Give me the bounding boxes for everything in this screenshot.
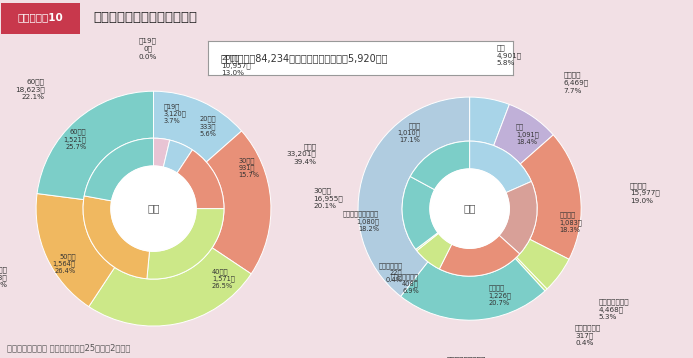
Wedge shape: [154, 91, 242, 162]
Wedge shape: [85, 138, 154, 201]
Text: 資料：文部科学省 放送大学（平成25年度第2学期）: 資料：文部科学省 放送大学（平成25年度第2学期）: [7, 344, 130, 353]
Text: 40歳代
1,571人
26.5%: 40歳代 1,571人 26.5%: [212, 268, 234, 289]
Text: 60歳～
1,521人
25.7%: 60歳～ 1,521人 25.7%: [64, 129, 87, 150]
Wedge shape: [520, 135, 581, 259]
Text: 公務員等
6,469人
7.7%: 公務員等 6,469人 7.7%: [563, 72, 589, 93]
Wedge shape: [154, 138, 170, 167]
FancyBboxPatch shape: [1, 3, 80, 34]
Text: 会社員等
15,977人
19.0%: 会社員等 15,977人 19.0%: [630, 182, 660, 204]
Wedge shape: [493, 105, 553, 164]
Text: ～19歳
0人
0.0%: ～19歳 0人 0.0%: [139, 38, 157, 59]
Text: 50歳代
1,564人
26.4%: 50歳代 1,564人 26.4%: [53, 253, 76, 274]
Text: 外側：大学（84,234人）　内側：大学院（5,920人）: 外側：大学（84,234人） 内側：大学院（5,920人）: [220, 53, 387, 63]
Text: 自営業・自由業
4,468人
5.3%: 自営業・自由業 4,468人 5.3%: [599, 299, 629, 320]
Text: その他
33,201人
39.4%: その他 33,201人 39.4%: [287, 143, 317, 165]
Wedge shape: [358, 97, 470, 296]
Wedge shape: [470, 141, 532, 193]
Wedge shape: [89, 248, 251, 326]
Wedge shape: [416, 233, 452, 269]
Wedge shape: [439, 235, 520, 276]
Wedge shape: [515, 257, 547, 291]
Text: その他
1,010人
17.1%: その他 1,010人 17.1%: [397, 122, 420, 143]
Wedge shape: [36, 194, 114, 306]
Text: 50歳代
14,383人
17.1%: 50歳代 14,383人 17.1%: [0, 267, 7, 288]
Text: 20歳代
10,957人
13.0%: 20歳代 10,957人 13.0%: [222, 54, 252, 76]
Text: ～19歳
3,120人
3.7%: ～19歳 3,120人 3.7%: [164, 103, 186, 125]
Wedge shape: [207, 131, 271, 274]
Text: 60歳～
18,623人
22.1%: 60歳～ 18,623人 22.1%: [15, 78, 45, 100]
Text: 職業: 職業: [464, 204, 476, 214]
Text: 教員
4,901人
5.8%: 教員 4,901人 5.8%: [497, 45, 522, 66]
Circle shape: [430, 169, 509, 248]
Text: 図２－２－10: 図２－２－10: [17, 12, 63, 22]
Wedge shape: [401, 258, 545, 320]
Wedge shape: [416, 233, 439, 251]
Text: 30歳代
16,955人
20.1%: 30歳代 16,955人 20.1%: [313, 188, 343, 209]
Wedge shape: [177, 150, 224, 209]
Text: 会社員等
1,226人
20.7%: 会社員等 1,226人 20.7%: [489, 285, 511, 306]
Text: 無職（主婦を含む）
18,901人
22.4%: 無職（主婦を含む） 18,901人 22.4%: [447, 356, 486, 358]
Text: 農林水産業等
22人
0.4%: 農林水産業等 22人 0.4%: [378, 262, 403, 283]
Text: 20歳代
333人
5.6%: 20歳代 333人 5.6%: [200, 116, 216, 137]
Text: 農林水産業等
317人
0.4%: 農林水産業等 317人 0.4%: [575, 325, 602, 346]
Wedge shape: [164, 140, 193, 173]
Circle shape: [111, 166, 196, 251]
Wedge shape: [83, 196, 150, 279]
Text: 30歳代
931人
15.7%: 30歳代 931人 15.7%: [238, 157, 260, 178]
Wedge shape: [470, 97, 509, 146]
Wedge shape: [410, 141, 470, 190]
Wedge shape: [516, 239, 569, 289]
Text: 放送大学在学者の年齢・職業: 放送大学在学者の年齢・職業: [94, 11, 198, 24]
Text: 年齢: 年齢: [148, 204, 160, 214]
Wedge shape: [402, 176, 438, 250]
Wedge shape: [499, 182, 537, 254]
Text: 教員
1,091人
18.4%: 教員 1,091人 18.4%: [516, 124, 538, 145]
Text: 自営業・自由業
408人
6.9%: 自営業・自由業 408人 6.9%: [391, 273, 419, 294]
Wedge shape: [37, 91, 154, 200]
Wedge shape: [147, 209, 224, 279]
Text: 無職（主婦を含む）
1,080人
18.2%: 無職（主婦を含む） 1,080人 18.2%: [343, 210, 379, 232]
Text: 公務員等
1,083人
18.3%: 公務員等 1,083人 18.3%: [559, 212, 582, 233]
